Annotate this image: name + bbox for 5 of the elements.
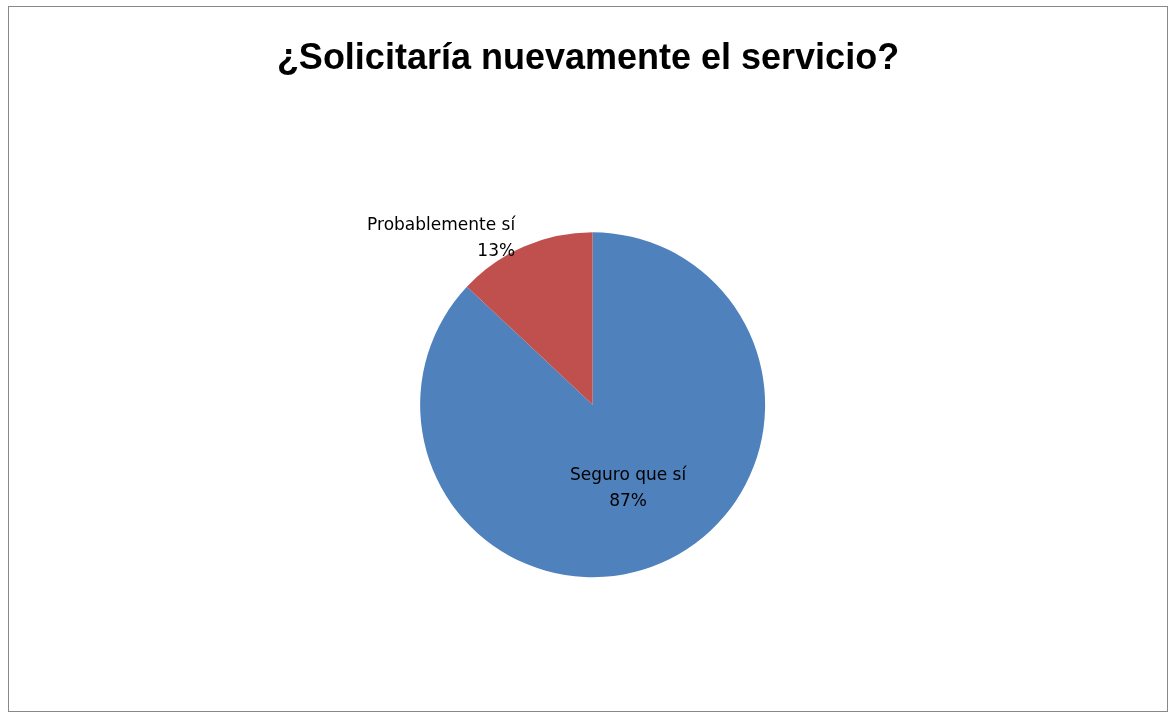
- slice-label: Probablemente sí: [367, 214, 517, 235]
- slice-label: Seguro que sí: [569, 463, 688, 484]
- chart-title: ¿Solicitaría nuevamente el servicio?: [276, 35, 900, 77]
- data-label: 13%: [477, 240, 516, 261]
- data-label: 87%: [609, 489, 647, 510]
